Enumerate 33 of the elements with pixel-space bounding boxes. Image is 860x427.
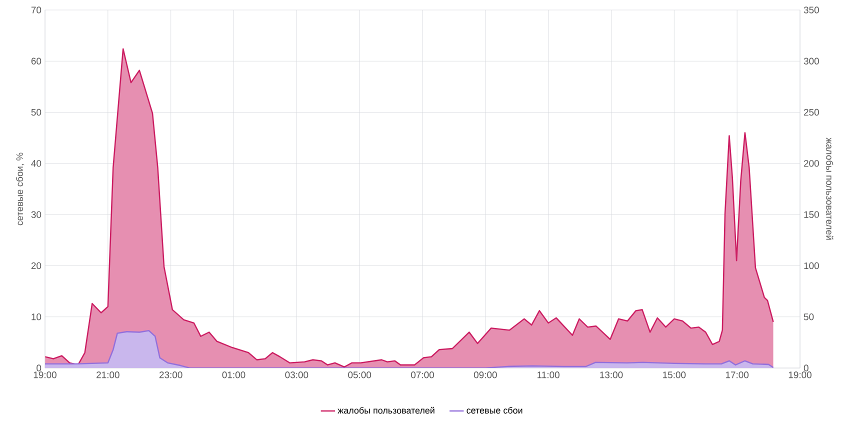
x-tick-label: 01:00 xyxy=(222,372,246,378)
x-tick-label: 15:00 xyxy=(663,372,686,378)
y-tick-label: 60 xyxy=(31,58,42,64)
y-tick-label: 0 xyxy=(36,364,42,372)
y2-tick-label: 300 xyxy=(804,58,819,64)
x-tick-label: 11:00 xyxy=(538,372,560,378)
x-tick-label: 05:00 xyxy=(348,372,372,378)
y-tick-label: 50 xyxy=(31,108,42,116)
x-tick-label: 19:00 xyxy=(788,372,812,378)
y-axis-title: сетевые сбои, % xyxy=(16,152,24,226)
y-tick-label: 70 xyxy=(31,6,42,14)
y2-axis-title: жалобы пользователей xyxy=(826,138,834,240)
legend-label: жалобы пользователей xyxy=(338,406,434,414)
x-tick-label: 19:00 xyxy=(34,372,56,378)
y2-tick-label: 200 xyxy=(804,160,819,167)
x-tick-label: 03:00 xyxy=(285,372,308,378)
y-tick-label: 30 xyxy=(31,211,42,218)
y2-tick-label: 100 xyxy=(804,262,819,270)
x-tick-label: 17:00 xyxy=(726,372,749,378)
x-tick-label: 07:00 xyxy=(411,372,434,378)
x-tick-label: 09:00 xyxy=(474,372,497,378)
y2-tick-label: 350 xyxy=(804,6,819,14)
y2-tick-label: 250 xyxy=(804,108,819,116)
y2-tick-label: 150 xyxy=(804,211,819,218)
y-tick-label: 20 xyxy=(31,262,42,270)
y-tick-label: 40 xyxy=(31,160,42,167)
legend-label: сетевые сбои xyxy=(466,406,522,414)
y-tick-label: 10 xyxy=(32,314,42,320)
x-tick-label: 23:00 xyxy=(159,372,182,378)
y2-tick-label: 50 xyxy=(804,314,814,320)
x-tick-label: 13:00 xyxy=(600,372,623,378)
x-tick-label: 21:00 xyxy=(96,372,120,378)
y2-tick-label: 0 xyxy=(804,364,808,372)
